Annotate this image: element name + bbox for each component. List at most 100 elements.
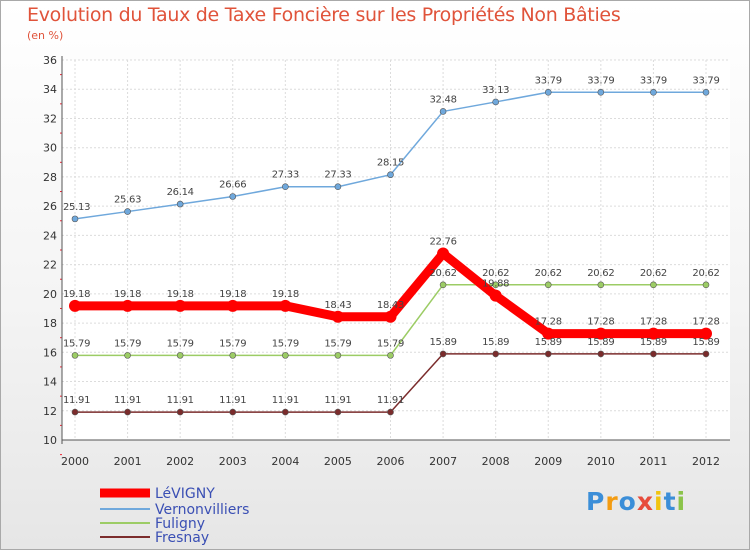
data-label: 11.91 <box>324 395 351 406</box>
data-label: 15.79 <box>167 338 194 349</box>
data-label: 22.76 <box>430 237 457 248</box>
data-point <box>597 281 605 289</box>
data-point <box>544 89 552 96</box>
data-point <box>594 327 607 340</box>
data-point <box>124 352 131 359</box>
data-label: 25.63 <box>114 195 141 206</box>
data-label: 33.79 <box>587 75 614 86</box>
logo-letter: P <box>586 487 606 516</box>
data-label: 33.13 <box>482 85 509 96</box>
data-point <box>542 327 555 340</box>
data-label: 20.62 <box>692 268 719 279</box>
data-label: 15.79 <box>377 338 404 349</box>
x-tick-label: 2004 <box>271 455 299 468</box>
data-point <box>437 247 450 260</box>
data-point <box>334 408 342 416</box>
data-label: 15.89 <box>587 337 614 348</box>
data-label: 28.15 <box>377 158 404 169</box>
data-point <box>544 281 552 289</box>
data-label: 17.28 <box>640 317 667 328</box>
x-tick-label: 2001 <box>114 455 142 468</box>
data-label: 26.14 <box>167 187 194 198</box>
data-point <box>387 352 394 359</box>
data-label: 15.79 <box>63 338 90 349</box>
data-label: 33.79 <box>640 75 667 86</box>
data-label: 33.79 <box>692 75 719 86</box>
y-tick-label: 18 <box>43 317 57 330</box>
data-label: 19.18 <box>272 289 299 300</box>
x-tick-label: 2009 <box>534 455 562 468</box>
x-tick-label: 2006 <box>377 455 405 468</box>
data-point <box>226 299 239 312</box>
legend-label: Vernonvilliers <box>155 502 249 518</box>
logo-letter: r <box>605 487 619 516</box>
data-label: 20.62 <box>587 268 614 279</box>
data-point <box>176 200 184 208</box>
data-point <box>71 352 79 359</box>
data-point <box>71 215 79 223</box>
data-label: 19.18 <box>219 289 246 300</box>
x-tick-label: 2012 <box>692 455 720 468</box>
data-label: 32.48 <box>430 94 457 105</box>
x-tick-label: 2003 <box>219 455 247 468</box>
data-point <box>597 89 605 96</box>
data-point <box>69 299 81 312</box>
data-point <box>121 299 134 312</box>
data-label: 17.28 <box>587 317 614 328</box>
data-point <box>492 98 499 106</box>
data-label: 27.33 <box>324 170 351 181</box>
data-point <box>387 171 394 179</box>
y-tick-label: 20 <box>43 288 57 301</box>
data-label: 15.89 <box>692 337 719 348</box>
data-label: 19.18 <box>167 289 194 300</box>
data-point <box>124 408 131 416</box>
data-point <box>387 408 394 416</box>
data-point <box>492 350 499 358</box>
data-point <box>279 299 292 312</box>
data-label: 15.79 <box>324 338 351 349</box>
data-label: 18.43 <box>377 300 404 311</box>
x-tick-label: 2002 <box>166 455 194 468</box>
data-point <box>71 408 79 416</box>
y-tick-label: 14 <box>43 376 57 389</box>
data-point <box>702 89 710 96</box>
data-label: 11.91 <box>272 395 299 406</box>
proxiti-logo: Proxiti <box>586 487 686 516</box>
y-tick-label: 30 <box>43 142 57 155</box>
data-label: 20.62 <box>535 268 562 279</box>
x-tick-label: 2005 <box>324 455 352 468</box>
data-label: 33.79 <box>535 75 562 86</box>
data-label: 15.89 <box>640 337 667 348</box>
x-tick-label: 2011 <box>639 455 667 468</box>
legend-label: LéVIGNY <box>155 486 215 502</box>
data-label: 11.91 <box>114 395 141 406</box>
data-point <box>282 352 289 359</box>
y-tick-label: 26 <box>43 200 57 213</box>
data-label: 15.89 <box>430 337 457 348</box>
data-point <box>439 108 447 115</box>
y-tick-label: 16 <box>43 346 57 359</box>
data-label: 19.18 <box>63 289 90 300</box>
x-tick-label: 2008 <box>482 455 510 468</box>
data-label: 20.62 <box>482 268 509 279</box>
logo-letter: o <box>618 487 637 516</box>
logo-letter: i <box>676 487 687 516</box>
data-point <box>439 281 447 289</box>
data-point <box>544 350 552 358</box>
data-label: 19.18 <box>114 289 141 300</box>
data-point <box>124 208 131 215</box>
data-point <box>282 408 289 416</box>
data-point <box>229 193 237 200</box>
data-label: 17.28 <box>692 317 719 328</box>
data-point <box>650 350 657 358</box>
data-point <box>334 183 342 191</box>
logo-letter: x <box>636 487 654 516</box>
data-label: 11.91 <box>167 395 194 406</box>
plot-area <box>62 60 730 440</box>
data-point <box>282 183 289 191</box>
y-tick-label: 32 <box>43 112 57 125</box>
data-point <box>647 327 660 340</box>
y-tick-label: 10 <box>43 434 57 447</box>
data-point <box>650 281 657 289</box>
